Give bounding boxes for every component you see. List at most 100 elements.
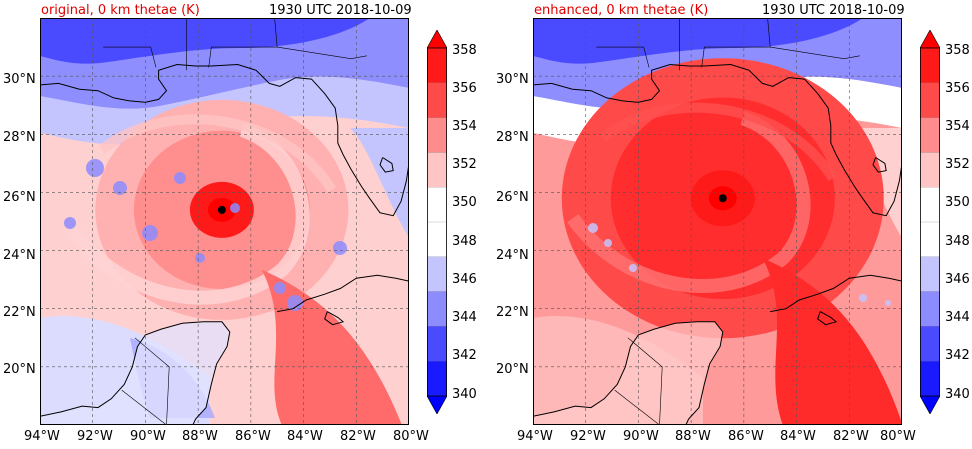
lon-label: 86°W: [728, 429, 764, 444]
colorbar-segment: [427, 361, 447, 396]
field-cool-blob: [64, 217, 76, 229]
field-cool-blob: [885, 300, 891, 306]
yucatan-coastline: [533, 321, 724, 425]
state-boundary: [208, 46, 278, 68]
gridlines: [40, 18, 409, 425]
lon-label: 94°W: [24, 429, 60, 444]
cbar-original-tick: 346: [452, 272, 477, 287]
lon-label: 94°W: [517, 429, 553, 444]
field-south-tongue: [762, 258, 902, 425]
lon-label: 90°W: [623, 429, 659, 444]
colorbar-frame: [427, 47, 447, 397]
field-cool-blob: [859, 294, 867, 302]
state-boundary: [134, 337, 170, 425]
colorbar-frame: [920, 47, 940, 397]
field-cool-blob: [629, 264, 637, 272]
lat-label: 20°N: [3, 362, 36, 377]
lon-label: 84°W: [287, 429, 323, 444]
cbar-original-tick: 340: [452, 387, 477, 402]
cbar-enhanced-tick: 356: [945, 81, 970, 96]
colorbar-segment: [427, 222, 447, 257]
state-boundary: [770, 46, 860, 60]
colorbar-segment: [427, 152, 447, 188]
colorbar-enhanced: [920, 30, 940, 414]
lon-label: 92°W: [570, 429, 606, 444]
lat-label: 30°N: [496, 72, 529, 87]
field-north-cold: [40, 18, 370, 64]
colorbar-over-arrow: [427, 30, 447, 49]
colorbar-segment: [427, 82, 447, 118]
cuba-coastline: [277, 274, 409, 313]
lon-label: 90°W: [130, 429, 166, 444]
field-yucatan: [533, 321, 723, 425]
colorbar-segment: [920, 187, 940, 222]
colorbar-original: [427, 30, 447, 414]
panel-original-title: original, 0 km thetae (K): [41, 3, 200, 18]
colorbar-segment: [920, 291, 940, 327]
lake-okeechobee: [872, 157, 887, 173]
colorbar-under-arrow: [427, 395, 447, 414]
colorbar-over-arrow: [920, 30, 940, 49]
gulf-coastline: [533, 63, 902, 217]
cbar-original-tick: 350: [452, 195, 477, 210]
colorbar-segment: [920, 82, 940, 118]
panel-enhanced-title: enhanced, 0 km thetae (K): [534, 3, 709, 18]
field-florida: [843, 128, 902, 238]
field-cool-blob: [588, 223, 598, 233]
state-boundary: [274, 18, 278, 48]
field-cool-blob: [113, 181, 127, 195]
colorbar-segment: [920, 361, 940, 396]
lon-label: 80°W: [393, 429, 429, 444]
field-north-cold: [533, 18, 863, 64]
cbar-enhanced-tick: 346: [945, 272, 970, 287]
map-panel-enhanced: [533, 18, 902, 425]
field-cool-blob: [274, 282, 286, 294]
map-panel-original: [40, 18, 409, 425]
cbar-original-tick: 354: [452, 119, 477, 134]
colorbar-segment: [427, 326, 447, 362]
field-cool-blob: [230, 203, 240, 213]
cbar-enhanced-tick: 342: [945, 348, 970, 363]
map-field: [40, 18, 409, 425]
map-frame: [40, 18, 409, 425]
colorbar-segment: [920, 256, 940, 292]
colorbar-segment: [427, 48, 447, 83]
cbar-original-tick: 356: [452, 81, 477, 96]
storm-center-marker: [718, 194, 727, 203]
gulf-coastline: [40, 63, 409, 217]
cuba-coastline: [770, 274, 902, 313]
lat-label: 28°N: [3, 130, 36, 145]
cbar-enhanced-tick: 340: [945, 387, 970, 402]
panel-enhanced-timestamp: 1930 UTC 2018-10-09: [762, 3, 905, 18]
colorbar-segment: [427, 291, 447, 327]
colorbar-segment: [920, 326, 940, 362]
cbar-enhanced-tick: 358: [945, 43, 970, 58]
coastlines: [533, 18, 902, 425]
gridlines: [533, 18, 902, 425]
cbar-original-tick: 358: [452, 43, 477, 58]
lat-label: 24°N: [496, 248, 529, 263]
field-florida: [350, 128, 409, 238]
field-cool-blob: [604, 239, 612, 247]
lon-label: 88°W: [675, 429, 711, 444]
map-field: [533, 18, 902, 425]
field-spiral-band: [66, 123, 310, 305]
field-yucatan: [40, 321, 230, 425]
cbar-original-tick: 348: [452, 234, 477, 249]
state-boundary: [643, 47, 650, 68]
colorbar-segment: [427, 256, 447, 292]
cbar-original-tick: 344: [452, 310, 477, 325]
cbar-enhanced-tick: 344: [945, 310, 970, 325]
field-cool-blob: [287, 295, 303, 311]
lat-label: 22°N: [3, 305, 36, 320]
lon-label: 88°W: [182, 429, 218, 444]
state-boundary: [277, 46, 367, 60]
state-boundary: [150, 47, 157, 68]
lake-okeechobee: [379, 157, 394, 173]
lat-label: 22°N: [496, 305, 529, 320]
lon-label: 92°W: [77, 429, 113, 444]
state-boundary: [701, 46, 771, 68]
storm-center-marker: [217, 205, 226, 214]
colorbar-segment: [427, 117, 447, 153]
cbar-enhanced-tick: 352: [945, 157, 970, 172]
